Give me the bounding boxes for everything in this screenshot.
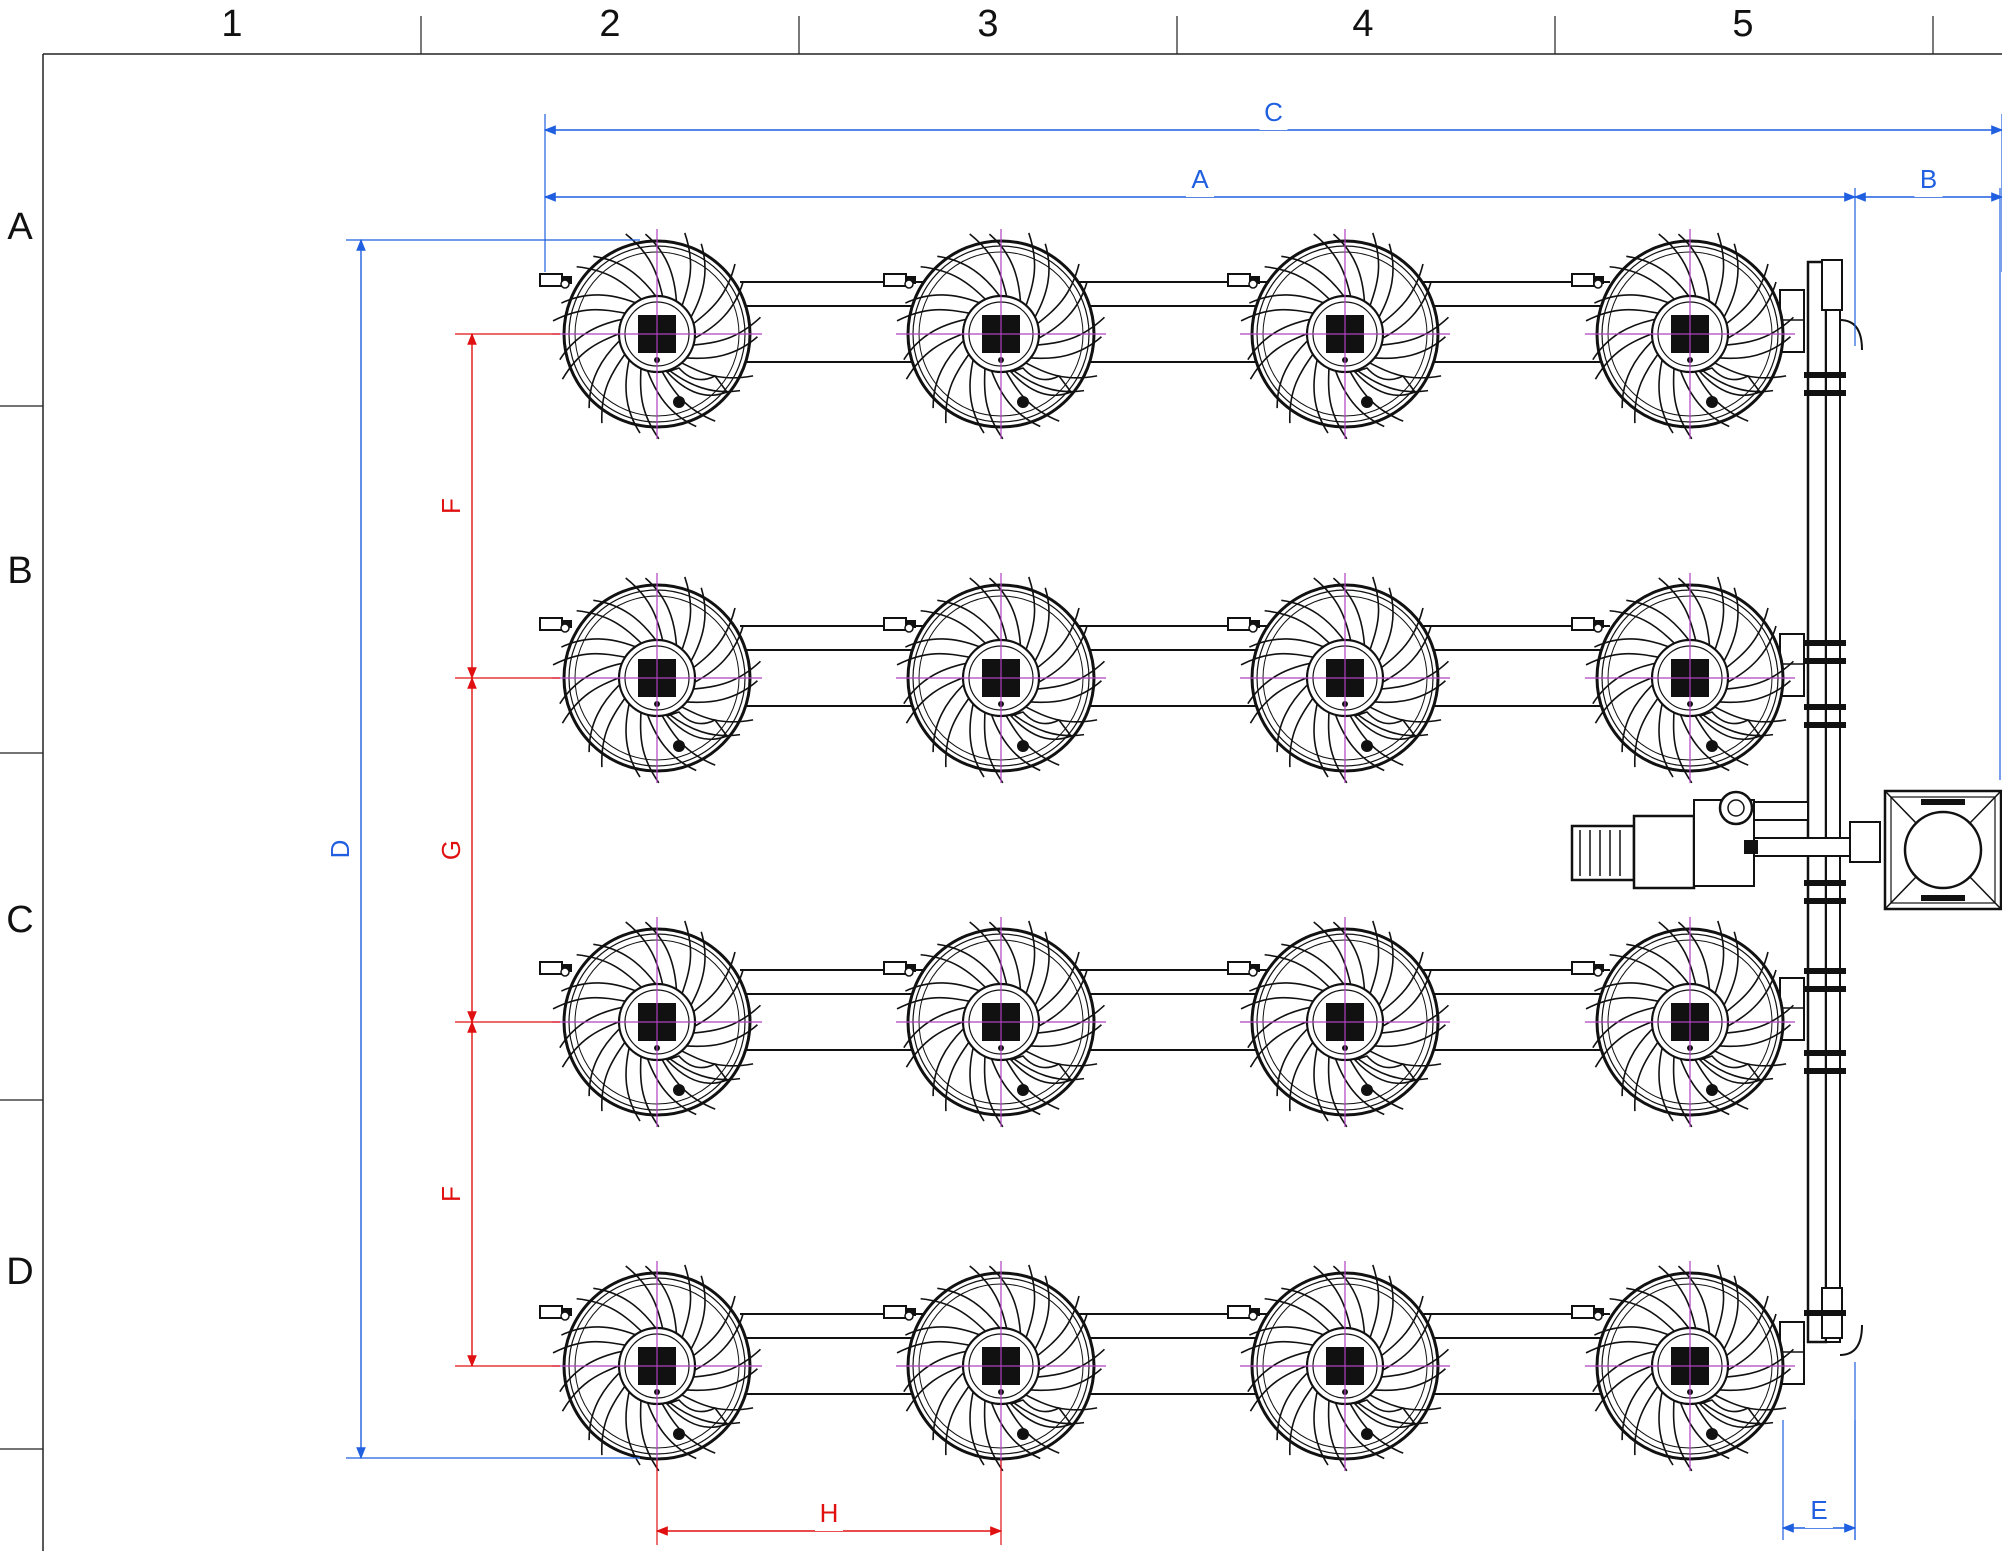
nozzle bbox=[1571, 961, 1595, 975]
nozzle bbox=[883, 961, 907, 975]
pipe-clamp bbox=[1804, 898, 1846, 904]
suction-pipe bbox=[1753, 837, 1855, 857]
pipe-clamp bbox=[1804, 1310, 1846, 1316]
filter-label-plate-top bbox=[1921, 799, 1965, 805]
dimension-f-lower-label-bg bbox=[442, 1178, 464, 1210]
pipe-clamp bbox=[1804, 372, 1846, 378]
filter-inner-frame bbox=[1890, 796, 1996, 904]
dimension-a-label-bg bbox=[1186, 181, 1214, 197]
zone-column-label: 2 bbox=[599, 3, 620, 45]
dimension-h-label: H bbox=[820, 1498, 839, 1528]
filter-brace bbox=[1884, 875, 1918, 910]
nozzle bbox=[1571, 617, 1595, 631]
pipe-clamp bbox=[1804, 390, 1846, 396]
discharge-pipe bbox=[1753, 801, 1809, 821]
zone-row-label: D bbox=[6, 1251, 33, 1293]
filter-brace bbox=[1968, 790, 2002, 825]
manifold-pipe-inner bbox=[1825, 261, 1841, 1343]
pipe-clamp bbox=[1804, 968, 1846, 974]
filter-port bbox=[1903, 810, 1983, 890]
zone-row-label: A bbox=[7, 206, 33, 248]
pump-motor-unit bbox=[1570, 790, 1881, 890]
pipe-coupling bbox=[1849, 821, 1881, 863]
pipe-clamp bbox=[1804, 1050, 1846, 1056]
dimension-h-label-bg bbox=[815, 1515, 843, 1531]
dimension-f-upper-label: F bbox=[436, 498, 466, 514]
motor-body bbox=[1570, 824, 1636, 882]
zone-row-label: C bbox=[6, 899, 33, 941]
manifold-cap-top bbox=[1821, 259, 1843, 311]
nozzle bbox=[1571, 273, 1595, 287]
pipe-clamp bbox=[1804, 880, 1846, 886]
zone-column-label: 5 bbox=[1732, 3, 1753, 45]
pump-gauge bbox=[1718, 790, 1754, 826]
pump-gauge-inner bbox=[1727, 799, 1745, 817]
zone-column-label: 4 bbox=[1352, 3, 1373, 45]
zone-row-label: B bbox=[7, 550, 32, 592]
pipe-clamp bbox=[1804, 704, 1846, 710]
dimension-g-label-bg bbox=[442, 834, 464, 866]
pipe-clamp bbox=[1804, 1068, 1846, 1074]
dimension-b-label-bg bbox=[1914, 181, 1943, 197]
zone-labels: 1 2 3 4 5 A B C D bbox=[6, 3, 1753, 1293]
filter-label-plate-bottom bbox=[1921, 895, 1965, 901]
dimension-b-label: B bbox=[1920, 164, 1937, 194]
dimension-c-label-bg bbox=[1259, 114, 1288, 130]
valve-block bbox=[1744, 840, 1758, 854]
motor-housing bbox=[1632, 814, 1696, 890]
pipe-clamp bbox=[1804, 658, 1846, 664]
pipe-clamp bbox=[1804, 640, 1846, 646]
nozzle bbox=[883, 617, 907, 631]
nozzle bbox=[539, 273, 563, 287]
zone-column-label: 1 bbox=[221, 3, 242, 45]
pipe-clamp bbox=[1804, 986, 1846, 992]
zone-column-label: 3 bbox=[977, 3, 998, 45]
nozzle bbox=[1227, 273, 1251, 287]
pipe-clamp bbox=[1804, 722, 1846, 728]
filter-housing-icon bbox=[1883, 789, 2002, 911]
dimension-g-label: G bbox=[436, 840, 466, 860]
dimension-f-upper-label-bg bbox=[442, 490, 464, 522]
dimension-f-lower-label: F bbox=[436, 1186, 466, 1202]
dimension-e-label: E bbox=[1810, 1495, 1827, 1525]
dimension-lines: C A B D E F G F H bbox=[325, 97, 2002, 1545]
elbow-top bbox=[1839, 319, 1863, 351]
manifold-pipe-left bbox=[1806, 260, 1828, 1344]
nozzle bbox=[539, 961, 563, 975]
filter-brace bbox=[1884, 790, 1918, 825]
nozzle bbox=[1227, 961, 1251, 975]
filter-brace bbox=[1968, 875, 2002, 910]
vertical-manifold bbox=[1804, 259, 1863, 1356]
dimension-d-label-bg bbox=[331, 833, 353, 865]
nozzle bbox=[539, 617, 563, 631]
nozzle bbox=[1227, 617, 1251, 631]
dimension-e-label-bg bbox=[1805, 1512, 1833, 1528]
elbow-bottom bbox=[1839, 1324, 1863, 1356]
nozzle bbox=[883, 273, 907, 287]
drawing-frame bbox=[0, 16, 2002, 1551]
nozzle bbox=[883, 1305, 907, 1319]
nozzle bbox=[1227, 1305, 1251, 1319]
nozzle bbox=[539, 1305, 563, 1319]
centerlines bbox=[552, 229, 1795, 1471]
nozzle bbox=[1571, 1305, 1595, 1319]
dimension-a-label: A bbox=[1191, 164, 1209, 194]
dimension-d-label: D bbox=[325, 840, 355, 859]
dimension-c-label: C bbox=[1264, 97, 1283, 127]
